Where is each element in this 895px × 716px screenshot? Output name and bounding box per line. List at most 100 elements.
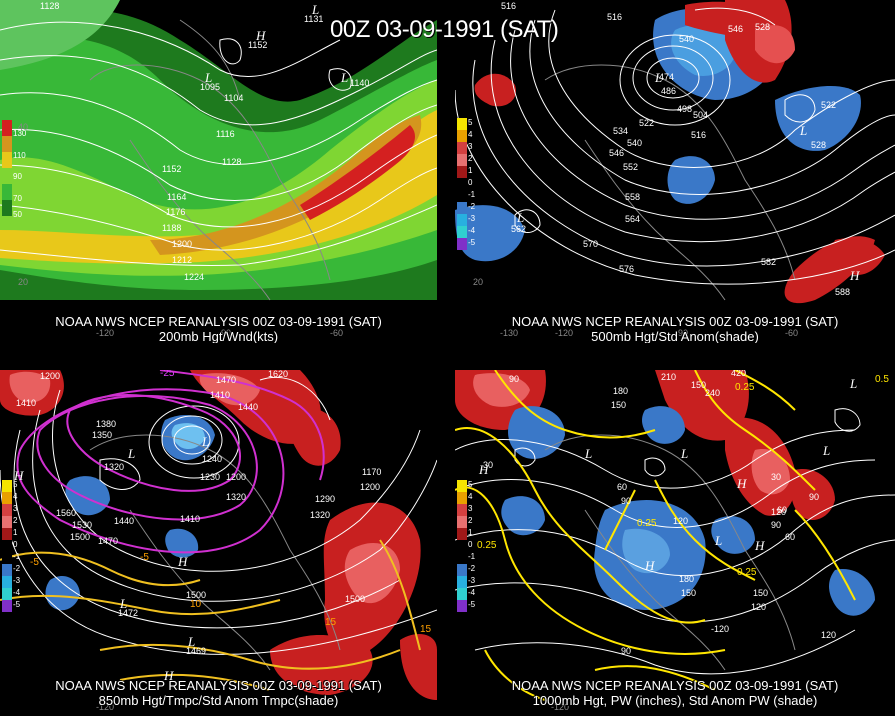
- svg-text:L: L: [204, 70, 212, 85]
- svg-text:L: L: [799, 123, 807, 138]
- svg-text:1500: 1500: [345, 594, 365, 604]
- svg-text:H: H: [478, 462, 489, 477]
- svg-text:1560: 1560: [56, 508, 76, 518]
- caption-850mb: NOAA NWS NCEP REANALYSIS 00Z 03-09-1991 …: [55, 678, 382, 708]
- colorbar-label: 4: [468, 492, 473, 501]
- svg-text:90: 90: [771, 520, 781, 530]
- colorbar-label: 0: [468, 178, 473, 187]
- colorbar-label: 4: [468, 130, 473, 139]
- svg-text:1290: 1290: [315, 494, 335, 504]
- colorbar-label: -3: [468, 214, 476, 223]
- svg-text:-5: -5: [140, 552, 149, 563]
- colorbar-label: 5: [13, 480, 18, 489]
- svg-text:1620: 1620: [268, 370, 288, 379]
- caption-1000mb: NOAA NWS NCEP REANALYSIS 00Z 03-09-1991 …: [511, 678, 839, 708]
- panel-500mb: 516 516 540 546 528 474 486 498 504 522 …: [455, 0, 895, 343]
- colorbar-label: 0: [13, 540, 18, 549]
- panel-850mb: 1200 1410 1380 1350 1320 1560 1530 1500 …: [0, 370, 437, 716]
- map-850mb: 1200 1410 1380 1350 1320 1560 1530 1500 …: [0, 370, 437, 716]
- svg-text:1188: 1188: [162, 223, 181, 233]
- colorbar-label: 50: [13, 210, 22, 219]
- caption-200mb: NOAA NWS NCEP REANALYSIS 00Z 03-09-1991 …: [55, 314, 382, 343]
- svg-text:1410: 1410: [180, 514, 200, 524]
- colorbar-label: 3: [468, 142, 473, 151]
- svg-text:-5: -5: [30, 557, 39, 568]
- svg-text:0.25: 0.25: [737, 567, 757, 578]
- colorbar-850mb: [2, 480, 12, 612]
- svg-text:120: 120: [751, 602, 766, 612]
- svg-text:90: 90: [509, 374, 519, 384]
- svg-text:1116: 1116: [216, 129, 235, 139]
- svg-text:1470: 1470: [98, 536, 118, 546]
- svg-text:L: L: [584, 446, 592, 461]
- colorbar-label: -3: [468, 576, 476, 585]
- svg-text:522: 522: [639, 118, 654, 128]
- svg-text:564: 564: [625, 214, 640, 224]
- svg-text:H: H: [13, 468, 24, 483]
- colorbar-label: 3: [468, 504, 473, 513]
- svg-text:420: 420: [731, 370, 746, 378]
- svg-text:90: 90: [809, 492, 819, 502]
- colorbar-label: 70: [13, 194, 22, 203]
- colorbar-label: -5: [13, 600, 21, 609]
- svg-text:562: 562: [511, 224, 526, 234]
- panel-1000mb: 90 180 150 210 240 420 150 60 90 120 30 …: [455, 370, 895, 716]
- svg-text:90: 90: [621, 646, 631, 656]
- svg-text:1128: 1128: [222, 157, 241, 167]
- svg-text:L: L: [822, 443, 830, 458]
- caption-500mb: NOAA NWS NCEP REANALYSIS 00Z 03-09-1991 …: [511, 314, 839, 343]
- svg-text:1200: 1200: [40, 371, 60, 381]
- colorbar-label: -1: [468, 190, 476, 199]
- colorbar-label: 0: [468, 540, 473, 549]
- svg-text:504: 504: [693, 110, 708, 120]
- svg-text:1152: 1152: [248, 40, 267, 50]
- colorbar-label: 5: [468, 118, 473, 127]
- svg-text:15: 15: [420, 624, 432, 635]
- svg-text:L: L: [201, 434, 209, 449]
- svg-text:60: 60: [785, 532, 795, 542]
- colorbar-label: 2: [468, 154, 473, 163]
- svg-text:60: 60: [617, 482, 627, 492]
- colorbar-label: -2: [13, 564, 21, 573]
- svg-text:1164: 1164: [167, 192, 186, 202]
- svg-text:120: 120: [821, 630, 836, 640]
- svg-text:576: 576: [619, 264, 634, 274]
- panel-200mb: 1128 1131 1152 1095 1104 1140 1116 1128 …: [0, 0, 437, 343]
- svg-text:528: 528: [811, 140, 826, 150]
- svg-text:-130: -130: [500, 328, 518, 338]
- map-500mb: 516 516 540 546 528 474 486 498 504 522 …: [455, 0, 895, 343]
- svg-text:582: 582: [761, 257, 776, 267]
- colorbar-1000mb: [457, 480, 467, 612]
- svg-text:H: H: [255, 28, 266, 43]
- colorbar-label: -2: [468, 564, 476, 573]
- svg-text:L: L: [187, 634, 195, 649]
- svg-text:60: 60: [777, 505, 787, 515]
- colorbar-label: 90: [13, 172, 22, 181]
- colorbar-label: 130: [13, 129, 27, 138]
- svg-text:1530: 1530: [72, 520, 92, 530]
- svg-text:20: 20: [18, 277, 28, 287]
- colorbar-200mb: [2, 120, 12, 216]
- colorbar-label: 3: [13, 504, 18, 513]
- svg-text:20: 20: [473, 277, 483, 287]
- colorbar-label: -4: [468, 588, 476, 597]
- colorbar-label: 1: [13, 528, 18, 537]
- svg-text:1440: 1440: [114, 516, 134, 526]
- svg-text:H: H: [644, 558, 655, 573]
- svg-text:570: 570: [583, 239, 598, 249]
- svg-text:H: H: [163, 668, 174, 683]
- svg-text:150: 150: [691, 380, 706, 390]
- map-200mb: 1128 1131 1152 1095 1104 1140 1116 1128 …: [0, 0, 437, 343]
- colorbar-500mb: [457, 118, 467, 250]
- svg-text:L: L: [849, 376, 857, 391]
- svg-text:L: L: [516, 210, 524, 225]
- svg-text:1500: 1500: [70, 532, 90, 542]
- svg-text:210: 210: [661, 372, 676, 382]
- svg-text:540: 540: [627, 138, 642, 148]
- svg-text:0.5: 0.5: [875, 374, 889, 385]
- svg-text:150: 150: [611, 400, 626, 410]
- svg-text:552: 552: [623, 162, 638, 172]
- svg-text:120: 120: [673, 516, 688, 526]
- svg-text:L: L: [311, 2, 319, 17]
- svg-text:0.25: 0.25: [637, 518, 657, 529]
